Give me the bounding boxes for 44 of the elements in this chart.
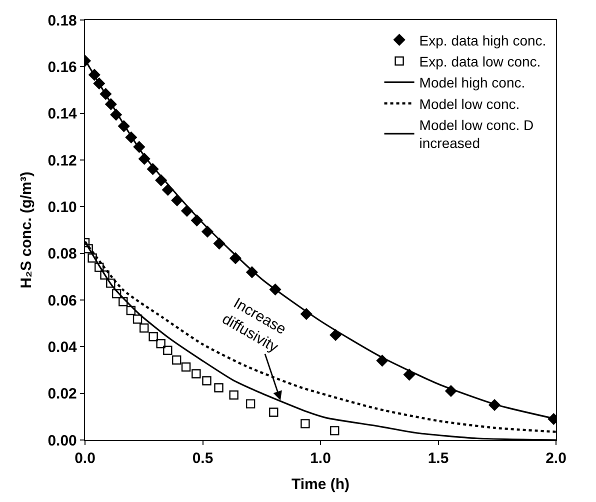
y-tick-label: 0.12 xyxy=(48,152,77,170)
point xyxy=(192,369,201,378)
point xyxy=(181,362,191,372)
point xyxy=(202,376,212,386)
point xyxy=(246,399,256,408)
point xyxy=(163,346,172,355)
legend-label: Exp. data low conc. xyxy=(419,53,541,70)
legend-label: Model high conc. xyxy=(419,74,526,91)
point xyxy=(106,278,116,288)
point xyxy=(269,408,278,417)
point xyxy=(229,390,238,400)
legend-label: Exp. data high conc. xyxy=(419,32,546,48)
legend-label: Model low conc. D increased xyxy=(419,117,534,152)
point xyxy=(140,323,149,333)
point xyxy=(214,383,224,392)
point xyxy=(112,289,122,298)
y-tick-label: 0.00 xyxy=(48,432,77,450)
point xyxy=(148,332,158,342)
y-tick-label: 0.06 xyxy=(48,292,77,310)
point xyxy=(172,355,182,365)
x-tick-label: 0.5 xyxy=(192,450,214,468)
y-tick-label: 0.16 xyxy=(48,58,77,76)
legend-label: Model low conc. xyxy=(419,96,520,112)
point xyxy=(88,253,97,263)
x-tick-label: 2.0 xyxy=(546,450,566,468)
y-tick-label: 0.02 xyxy=(48,386,77,403)
point xyxy=(126,306,136,316)
x-tick-label: 1.0 xyxy=(310,450,331,468)
y-tick-label: 0.08 xyxy=(48,246,77,263)
x-tick-label: 1.5 xyxy=(428,450,449,468)
y-tick-label: 0.10 xyxy=(48,198,77,216)
point xyxy=(118,297,128,306)
point xyxy=(156,339,166,348)
point xyxy=(330,426,340,436)
y-tick-label: 0.14 xyxy=(48,106,78,123)
x-tick-label: 0.0 xyxy=(74,450,96,468)
point xyxy=(132,314,142,324)
x-axis-title: Time (h) xyxy=(291,476,350,494)
y-tick-label: 0.04 xyxy=(48,338,78,356)
point xyxy=(94,262,104,272)
point xyxy=(300,419,310,428)
point xyxy=(100,270,110,280)
y-axis-title: H₂S conc. (g/m³) xyxy=(18,172,35,288)
y-tick-label: 0.18 xyxy=(48,12,77,30)
